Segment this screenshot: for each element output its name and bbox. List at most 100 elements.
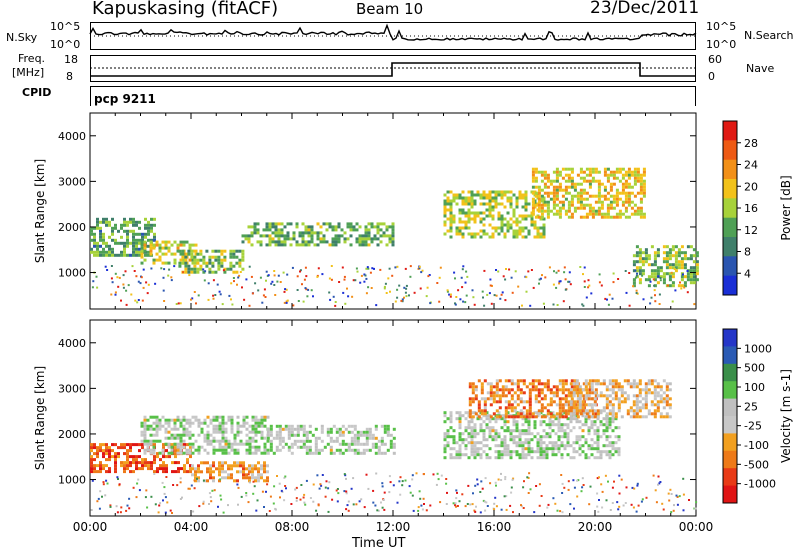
data-cell-1-4 (542, 441, 546, 445)
data-cell-1-4 (587, 432, 591, 436)
data-cell-0-0 (138, 232, 141, 236)
data-cell-0-0 (135, 253, 138, 257)
data-cell-1-0 (105, 443, 108, 447)
scatter-dot-1 (607, 480, 609, 483)
data-cell-1-0 (162, 461, 165, 465)
data-cell-1-4 (563, 423, 567, 427)
data-cell-1-5 (513, 409, 517, 413)
scatter-dot-0 (624, 270, 627, 272)
data-cell-1-4 (557, 450, 561, 454)
scatter-dot-0 (636, 272, 638, 275)
data-cell-1-6 (596, 394, 600, 398)
data-cell-1-6 (578, 403, 582, 407)
data-cell-1-0 (108, 455, 111, 459)
data-cell-0-2 (232, 249, 236, 253)
data-cell-0-3 (325, 240, 329, 244)
data-cell-1-5 (477, 403, 481, 407)
scatter-dot-1 (279, 496, 281, 499)
data-cell-1-5 (567, 388, 571, 392)
data-cell-1-3 (335, 448, 339, 452)
data-cell-1-3 (308, 445, 312, 449)
data-cell-0-4 (464, 202, 468, 206)
scatter-dot-1 (505, 495, 508, 498)
data-cell-1-4 (551, 429, 555, 433)
data-cell-0-1 (176, 243, 180, 247)
data-cell-0-5 (642, 188, 646, 192)
data-cell-1-4 (581, 414, 585, 418)
data-cell-0-0 (105, 220, 108, 224)
scatter-dot-0 (454, 303, 457, 306)
data-cell-0-0 (135, 244, 138, 248)
data-cell-1-3 (377, 451, 381, 455)
data-cell-1-1 (188, 418, 192, 422)
data-cell-0-6 (683, 263, 687, 267)
data-cell-1-5 (504, 385, 508, 389)
data-cell-0-4 (515, 217, 519, 221)
data-cell-0-6 (668, 257, 672, 261)
data-cell-0-0 (147, 229, 150, 233)
data-cell-0-5 (549, 209, 553, 213)
data-cell-0-5 (552, 194, 556, 198)
data-cell-1-6 (608, 394, 612, 398)
data-cell-1-2 (248, 476, 251, 480)
data-cell-1-3 (380, 451, 384, 455)
data-cell-1-6 (581, 388, 585, 392)
scatter-dot-1 (96, 500, 99, 503)
scatter-dot-1 (172, 484, 175, 486)
data-cell-1-1 (260, 451, 264, 455)
data-cell-1-1 (164, 427, 168, 431)
data-cell-0-1 (191, 258, 195, 262)
data-cell-0-0 (108, 244, 111, 248)
data-cell-1-3 (329, 427, 333, 431)
data-cell-1-0 (159, 464, 162, 468)
scatter-dot-0 (401, 300, 404, 303)
scatter-dot-0 (541, 274, 543, 277)
data-cell-0-4 (494, 190, 498, 194)
scatter-dot-1 (128, 507, 131, 510)
data-cell-1-0 (177, 470, 180, 474)
data-cell-1-1 (176, 427, 180, 431)
data-cell-1-2 (257, 479, 260, 483)
data-cell-0-5 (591, 194, 595, 198)
data-cell-0-5 (552, 179, 556, 183)
data-cell-1-4 (488, 456, 492, 460)
data-cell-1-5 (468, 397, 472, 401)
scatter-dot-1 (365, 473, 368, 476)
scatter-dot-0 (356, 270, 359, 273)
data-cell-0-5 (546, 176, 550, 180)
data-cell-1-3 (383, 442, 387, 446)
data-cell-0-6 (638, 278, 642, 282)
scatter-dot-0 (608, 293, 611, 296)
data-cell-1-4 (548, 426, 552, 430)
data-cell-0-4 (518, 190, 522, 194)
data-cell-0-3 (328, 225, 332, 229)
scatter-dot-1 (500, 472, 502, 475)
scatter-dot-1 (166, 501, 169, 504)
data-cell-1-1 (188, 433, 192, 437)
scatter-dot-1 (247, 501, 250, 504)
scatter-dot-0 (653, 284, 656, 287)
data-cell-1-5 (543, 415, 547, 419)
data-cell-1-3 (371, 445, 375, 449)
scatter-dot-0 (612, 281, 615, 284)
data-cell-0-2 (229, 264, 233, 268)
data-cell-0-0 (132, 250, 135, 254)
data-cell-0-3 (322, 240, 326, 244)
data-cell-0-2 (196, 252, 200, 256)
data-cell-0-5 (573, 185, 577, 189)
data-cell-1-6 (578, 406, 582, 410)
scatter-dot-1 (202, 502, 205, 505)
data-cell-1-3 (374, 442, 378, 446)
data-cell-1-5 (561, 406, 565, 410)
data-cell-0-4 (509, 199, 513, 203)
data-cell-1-4 (479, 417, 483, 421)
data-cell-1-1 (170, 451, 174, 455)
data-cell-0-6 (650, 272, 654, 276)
data-cell-1-5 (522, 406, 526, 410)
scatter-dot-1 (209, 496, 212, 499)
data-cell-0-4 (500, 193, 504, 197)
data-cell-1-5 (588, 379, 592, 383)
data-cell-1-0 (123, 446, 126, 450)
data-cell-1-1 (251, 445, 255, 449)
data-cell-1-1 (179, 424, 183, 428)
